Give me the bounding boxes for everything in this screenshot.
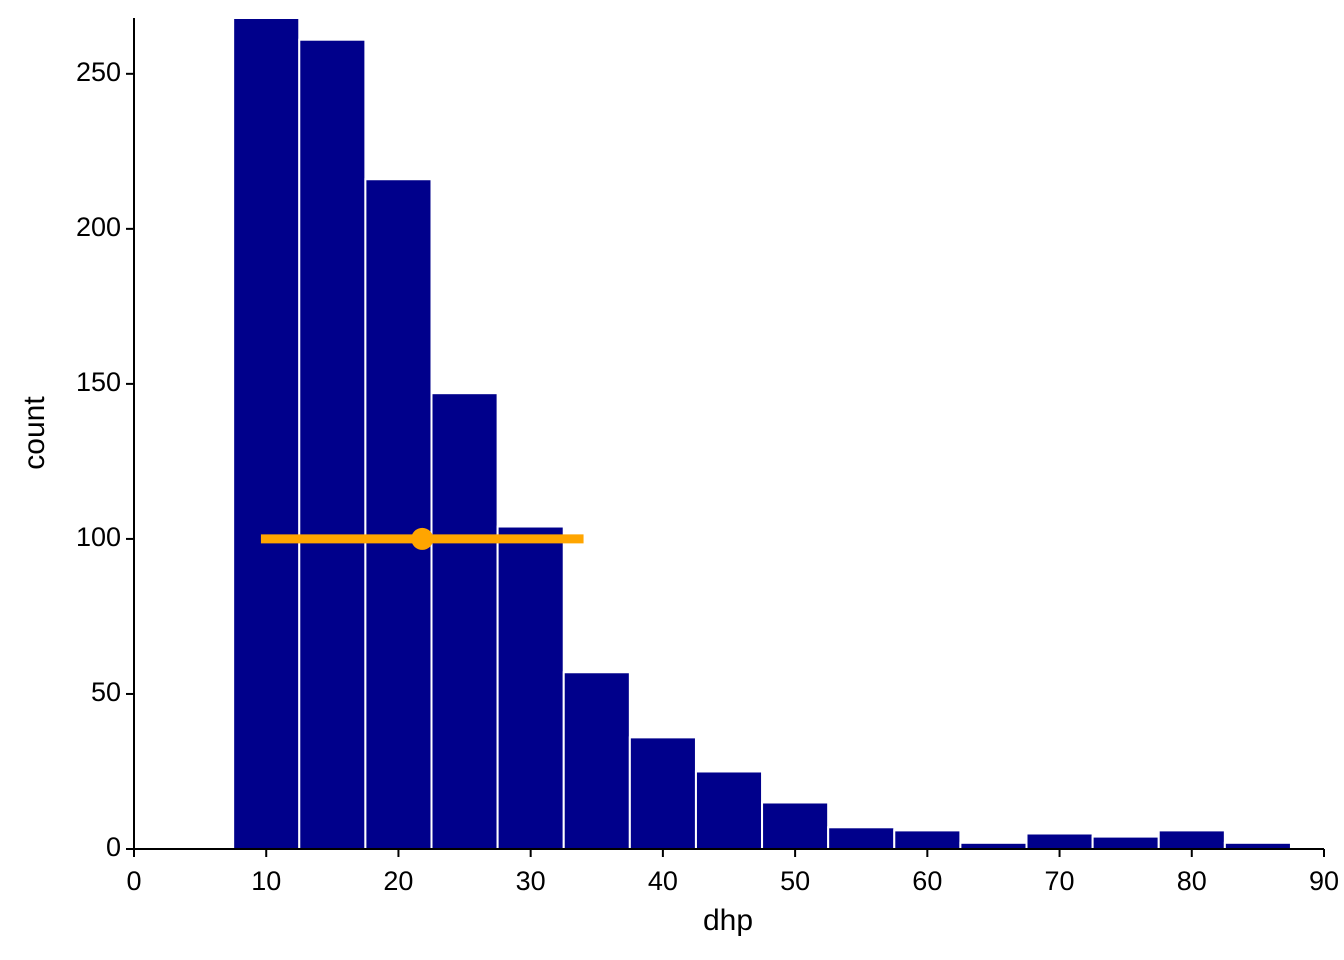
bar [761,801,830,851]
bar [827,826,896,851]
bar [298,38,367,851]
x-tick-label: 70 [1045,866,1075,896]
bar [430,392,499,850]
x-tick-label: 90 [1309,866,1339,896]
y-tick-label: 150 [76,367,121,397]
y-tick-label: 0 [106,832,121,862]
bar [694,770,764,850]
bar [1157,829,1226,850]
bar [1025,832,1094,851]
y-tick-label: 100 [76,522,121,552]
bar [232,17,301,850]
x-tick-label: 20 [383,866,413,896]
y-tick-label: 200 [76,212,121,242]
y-tick-label: 250 [76,57,121,87]
x-tick-label: 30 [516,866,546,896]
bar [562,671,631,850]
y-tick-label: 50 [91,677,121,707]
x-tick-label: 10 [251,866,281,896]
x-tick-label: 0 [126,866,141,896]
x-axis-title: dhp [703,904,753,937]
bar [893,829,962,850]
x-tick-label: 60 [912,866,942,896]
y-axis-title: count [18,396,51,470]
point [411,527,434,550]
bar [496,525,565,850]
bar [364,178,433,850]
x-tick-label: 50 [780,866,810,896]
x-tick-label: 40 [648,866,678,896]
x-tick-label: 80 [1177,866,1207,896]
bar [628,736,697,850]
bar [1091,835,1160,850]
